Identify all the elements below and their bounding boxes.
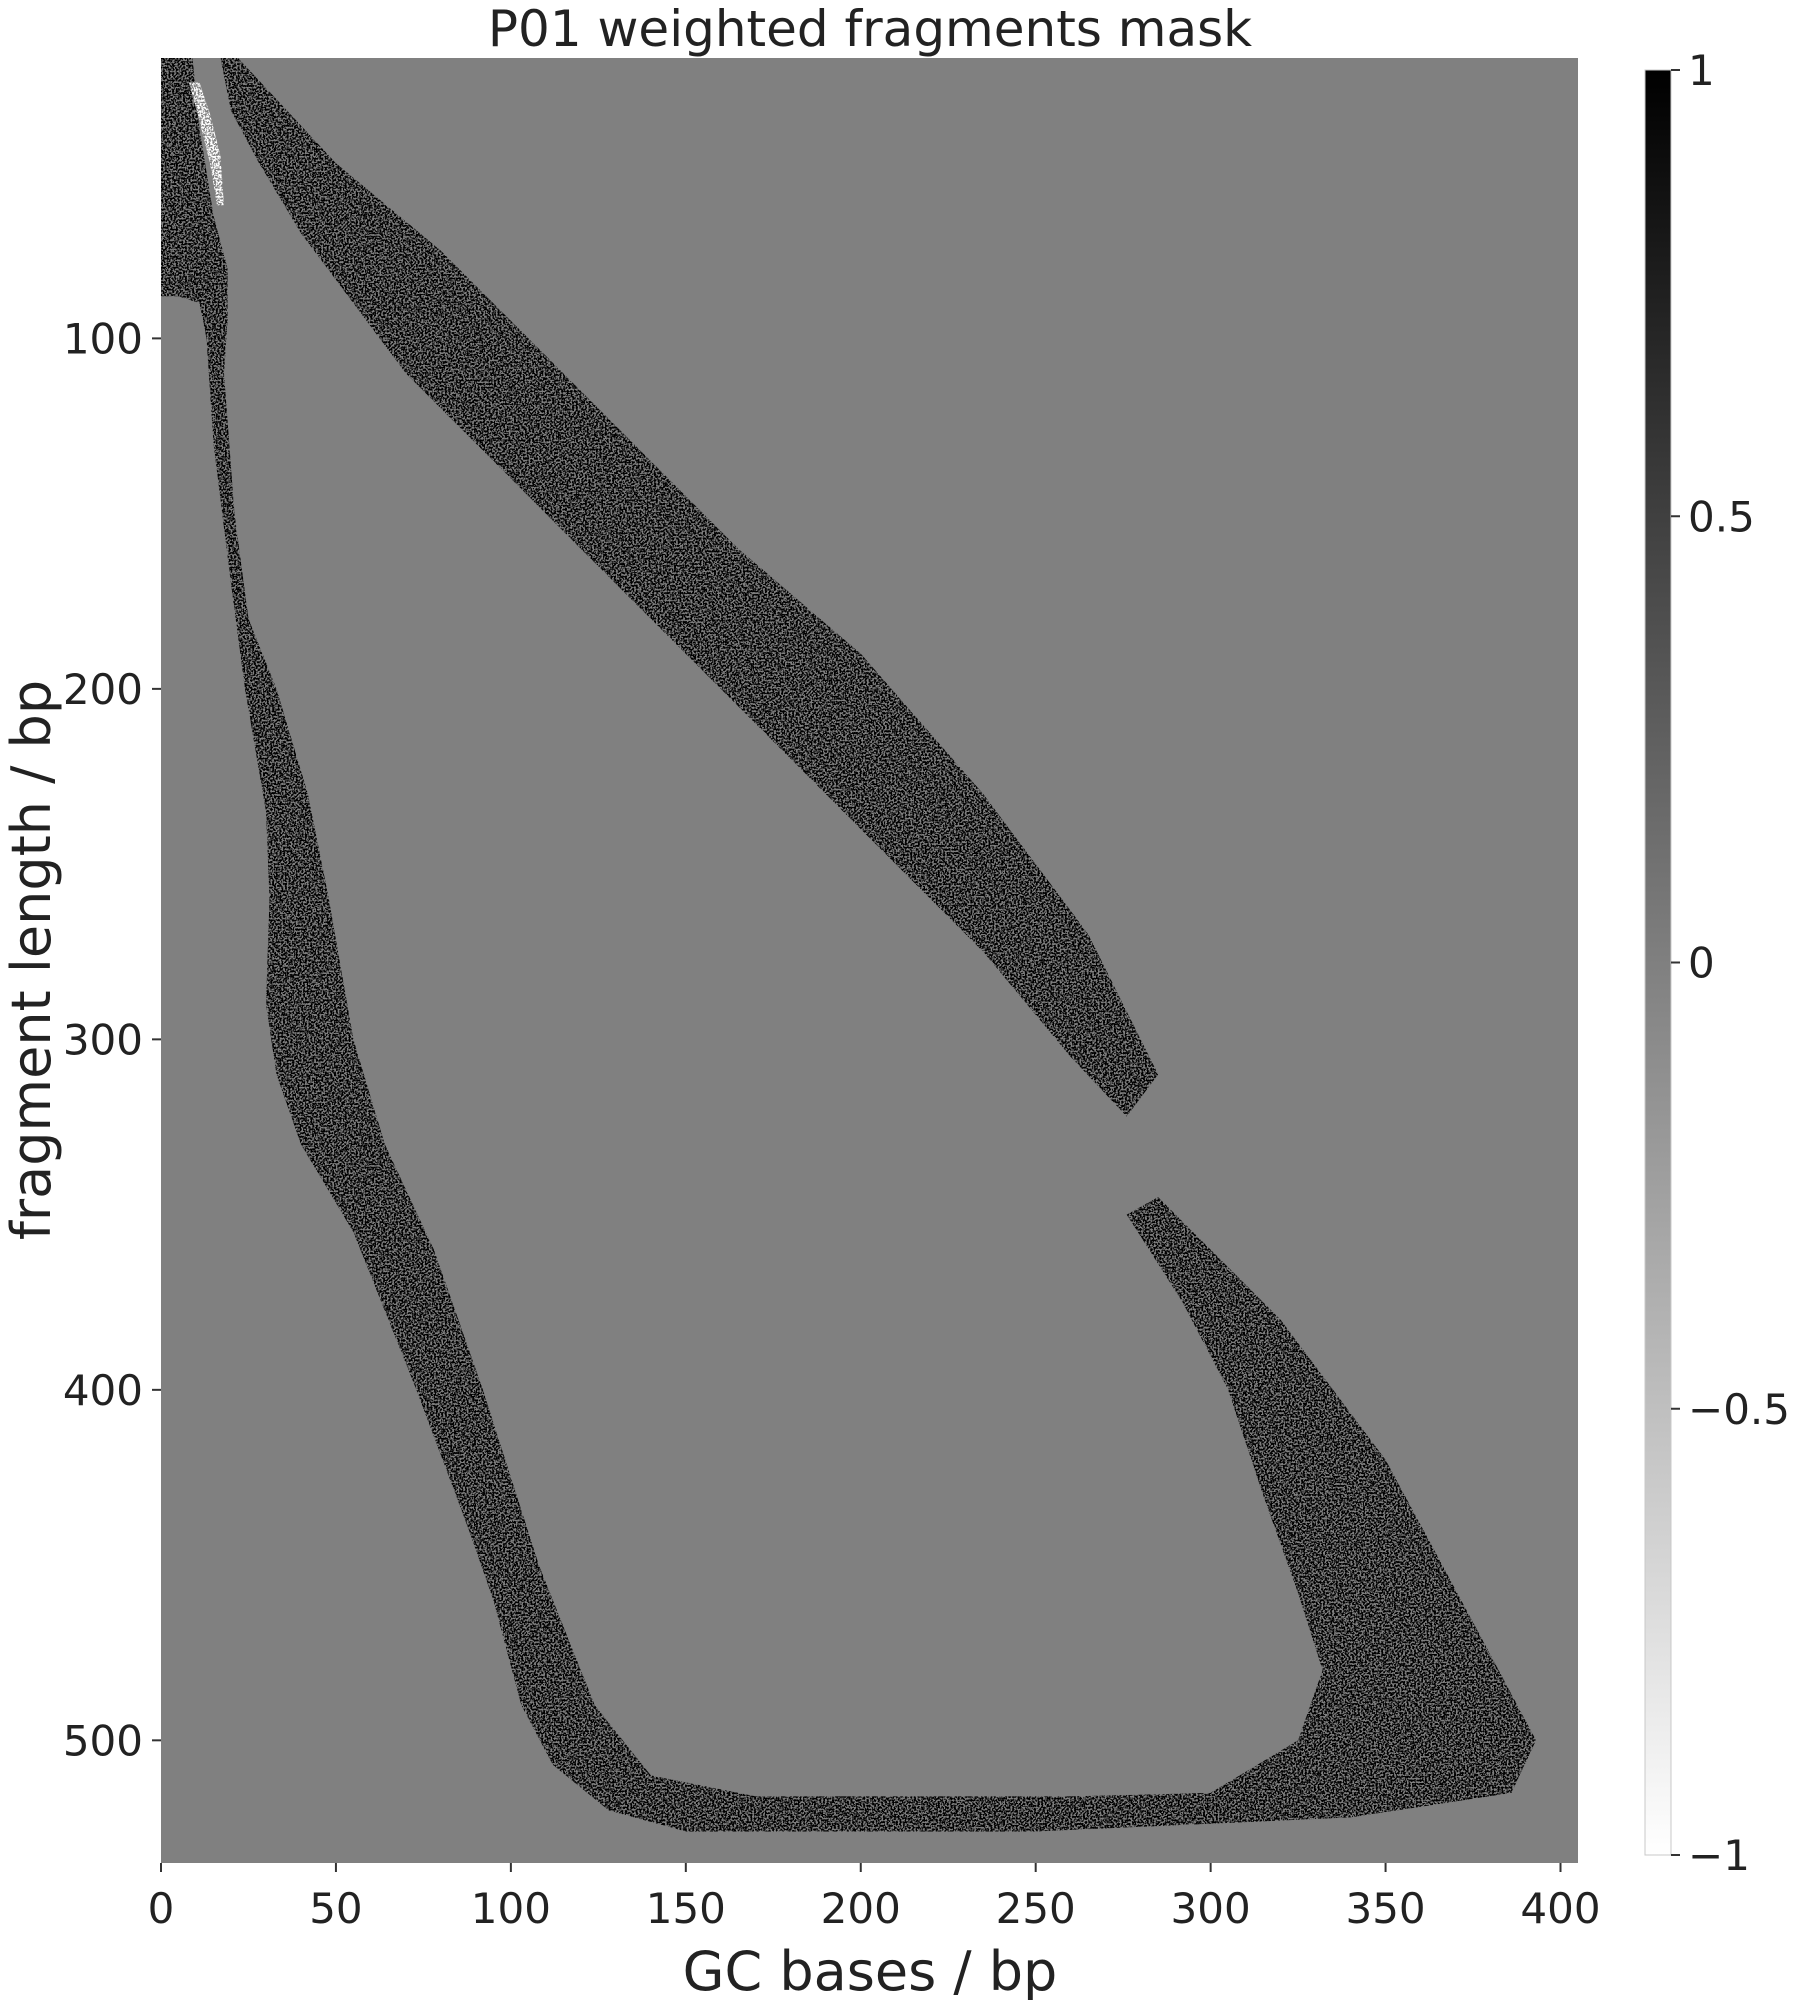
x-tick-label: 300 — [1171, 1884, 1251, 1933]
colorbar-tick-label: −0.5 — [1688, 1385, 1790, 1434]
y-axis-label: fragment length / bp — [0, 680, 63, 1240]
y-tick-label: 100 — [63, 314, 143, 363]
y-tick-label: 400 — [63, 1366, 143, 1415]
colorbar — [1644, 69, 1672, 1856]
chart-title: P01 weighted fragments mask — [488, 0, 1252, 58]
y-tick-label: 300 — [63, 1015, 143, 1064]
y-axis: 100 200 300 400 500 — [63, 314, 161, 1765]
y-tick-label: 200 — [63, 665, 143, 714]
mask-regions — [161, 58, 1536, 1832]
x-tick-label: 50 — [309, 1884, 362, 1933]
y-tick-label: 500 — [63, 1716, 143, 1765]
colorbar-tick-label: 0 — [1688, 939, 1715, 988]
region-lower-boundary-band — [161, 58, 1536, 1832]
colorbar-tick-label: 1 — [1688, 46, 1715, 95]
x-tick-label: 250 — [996, 1884, 1076, 1933]
region-upper-diagonal-band — [220, 58, 1159, 1117]
colorbar-tick-label: 0.5 — [1688, 492, 1755, 541]
x-axis: 0 50 100 150 200 250 300 350 400 — [148, 1863, 1601, 1933]
x-tick-label: 100 — [471, 1884, 551, 1933]
x-tick-label: 0 — [148, 1884, 175, 1933]
region-negative-streak — [189, 82, 224, 206]
x-tick-label: 150 — [646, 1884, 726, 1933]
x-tick-label: 400 — [1520, 1884, 1600, 1933]
x-tick-label: 200 — [821, 1884, 901, 1933]
colorbar-ticks: 1 0.5 0 −0.5 −1 — [1671, 46, 1790, 1880]
x-axis-label: GC bases / bp — [683, 1940, 1058, 2000]
x-tick-label: 350 — [1345, 1884, 1425, 1933]
colorbar-tick-label: −1 — [1688, 1831, 1750, 1880]
